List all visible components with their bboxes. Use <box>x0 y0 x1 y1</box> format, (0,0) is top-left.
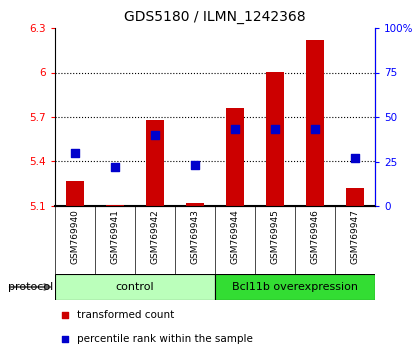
Bar <box>215 274 375 300</box>
Point <box>352 155 358 161</box>
Bar <box>266 73 284 206</box>
Text: percentile rank within the sample: percentile rank within the sample <box>78 334 253 344</box>
Text: GSM769943: GSM769943 <box>190 210 200 264</box>
Bar <box>66 181 84 206</box>
Point <box>61 336 68 342</box>
Text: GSM769947: GSM769947 <box>351 210 359 264</box>
Bar <box>146 120 164 206</box>
Text: protocol: protocol <box>8 282 54 292</box>
Text: GSM769940: GSM769940 <box>71 210 80 264</box>
Point <box>232 127 238 132</box>
Bar <box>306 40 324 206</box>
Bar <box>226 108 244 206</box>
Title: GDS5180 / ILMN_1242368: GDS5180 / ILMN_1242368 <box>124 10 306 24</box>
Text: transformed count: transformed count <box>78 310 175 320</box>
Bar <box>55 274 215 300</box>
Point <box>72 150 78 155</box>
Bar <box>106 205 124 206</box>
Bar <box>346 188 364 206</box>
Point <box>61 312 68 318</box>
Text: control: control <box>116 282 154 292</box>
Text: GSM769945: GSM769945 <box>271 210 279 264</box>
Text: GSM769946: GSM769946 <box>310 210 320 264</box>
Point <box>151 132 158 138</box>
Text: Bcl11b overexpression: Bcl11b overexpression <box>232 282 358 292</box>
Text: GSM769944: GSM769944 <box>230 210 239 264</box>
Point <box>272 127 278 132</box>
Point <box>112 164 118 170</box>
Text: GSM769941: GSM769941 <box>110 210 120 264</box>
Text: GSM769942: GSM769942 <box>151 210 159 264</box>
Point <box>192 162 198 168</box>
Bar <box>186 203 204 206</box>
Point <box>312 127 318 132</box>
